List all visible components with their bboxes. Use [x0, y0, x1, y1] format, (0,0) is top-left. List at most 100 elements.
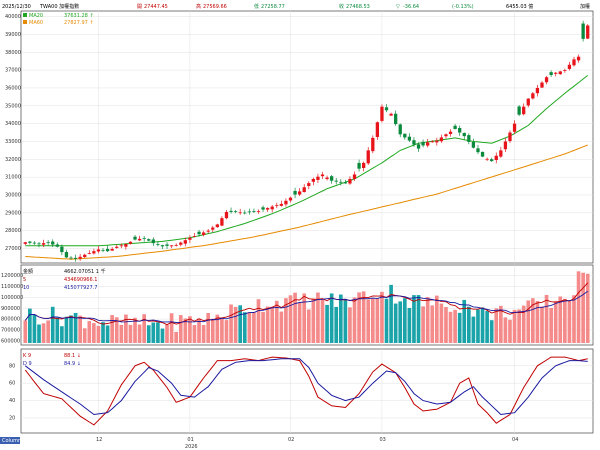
price-y-tick-label: 38000 [5, 50, 21, 56]
candle-body [206, 230, 210, 232]
candle-body [261, 207, 265, 210]
volume-panel-frame [20, 264, 594, 346]
candle-body [430, 141, 434, 143]
candle-body [169, 245, 174, 247]
candlesticks [23, 20, 590, 262]
volume-bar [549, 307, 553, 343]
volume-bar [361, 291, 366, 343]
ma20-legend-swatch [23, 13, 27, 17]
volume-bar [457, 312, 462, 343]
price-panel-frame [20, 10, 594, 264]
volume-y-tick-label: 1200000 [1, 273, 23, 279]
candle-body [28, 241, 32, 243]
candle-body [307, 183, 311, 186]
volume-bar [380, 291, 384, 343]
candle-body [407, 136, 412, 141]
volume-bar [316, 292, 320, 343]
volume-bar [270, 306, 275, 343]
candle-body [343, 182, 348, 184]
volume-bar [165, 324, 169, 343]
candle-body [572, 59, 576, 66]
volume-bar [352, 297, 357, 343]
candle-body [563, 70, 567, 71]
kd-y-tick-label: 80 [9, 363, 15, 369]
price-y-tick-label: 31000 [5, 175, 21, 181]
candle-body [362, 162, 366, 169]
volume-bar [572, 295, 576, 343]
candle-body [64, 252, 69, 258]
volume-bar [78, 315, 82, 343]
candle-body [96, 249, 101, 252]
volume-legend-label: 金額 [23, 268, 33, 275]
candle-body [183, 240, 187, 244]
volume-bar [485, 311, 489, 343]
candle-body [348, 178, 352, 184]
candle-body [252, 211, 256, 212]
volume-bar [320, 299, 325, 343]
volume-bar [553, 300, 558, 343]
volume-bar [32, 314, 37, 343]
candle-body [247, 211, 251, 213]
volume-legend: 金額 4662.07051 1 千 5 434690966.1 10 41507… [23, 268, 106, 291]
volume-bar [384, 298, 389, 343]
volume-bar [256, 299, 261, 343]
candle-body [23, 242, 27, 244]
price-grid [21, 16, 593, 249]
volume-bar [402, 298, 407, 343]
candle-body [179, 242, 183, 245]
volume-bar [375, 298, 380, 343]
volume-bar [425, 297, 430, 343]
volume-bar [174, 331, 179, 343]
volume-bar [297, 302, 302, 343]
candle-body [586, 25, 590, 39]
candle-body [87, 252, 91, 254]
volume-bar [526, 300, 531, 343]
volume-bar [535, 300, 540, 343]
volume-bar [274, 300, 279, 343]
volume-bar [92, 323, 96, 343]
volume-bar [252, 312, 256, 343]
candle-body [426, 142, 430, 146]
candle-body [78, 256, 82, 259]
kd-lines [24, 356, 588, 426]
candle-body [124, 244, 128, 247]
volume-bar [343, 299, 348, 343]
candle-body [375, 122, 380, 137]
price-y-tick-label: 28000 [5, 228, 21, 234]
volume-bar [444, 306, 448, 343]
volume-bar [398, 301, 403, 343]
volume-bar [261, 311, 265, 343]
volume-bar [178, 315, 183, 343]
volume-bar [242, 312, 247, 343]
volume-bar [476, 309, 480, 343]
volume-bar [288, 295, 293, 343]
header-high: 27569.66 [203, 4, 227, 10]
header-high-label: 高 [196, 3, 201, 10]
volume-bar [69, 315, 73, 343]
candle-body [37, 243, 41, 245]
volume-bar [137, 324, 142, 343]
x-tick-label: 03 [379, 437, 385, 443]
volume-bar [558, 296, 563, 343]
candle-body [412, 140, 416, 145]
volume-bar [82, 328, 87, 343]
volume-bar [105, 325, 110, 343]
volume-bar [238, 305, 243, 343]
x-tick-label: 02 [288, 437, 294, 443]
volume-bars [23, 271, 590, 343]
candle-body [330, 176, 334, 181]
candle-body [224, 211, 229, 219]
volume-ma-lines [24, 282, 589, 326]
candle-body [110, 248, 114, 251]
candle-body [215, 224, 219, 228]
volume-bar [46, 320, 50, 343]
candle-body [540, 82, 544, 88]
candle-body [156, 244, 160, 245]
candle-body [522, 106, 526, 115]
candle-body [389, 113, 393, 116]
candle-body [160, 245, 165, 247]
candle-body [256, 211, 261, 212]
x-axis-left-box[interactable] [0, 437, 20, 444]
volume-y-tick-label: 600000 [1, 338, 20, 344]
kd-y-ticks: 20 40 60 80 [9, 363, 15, 421]
